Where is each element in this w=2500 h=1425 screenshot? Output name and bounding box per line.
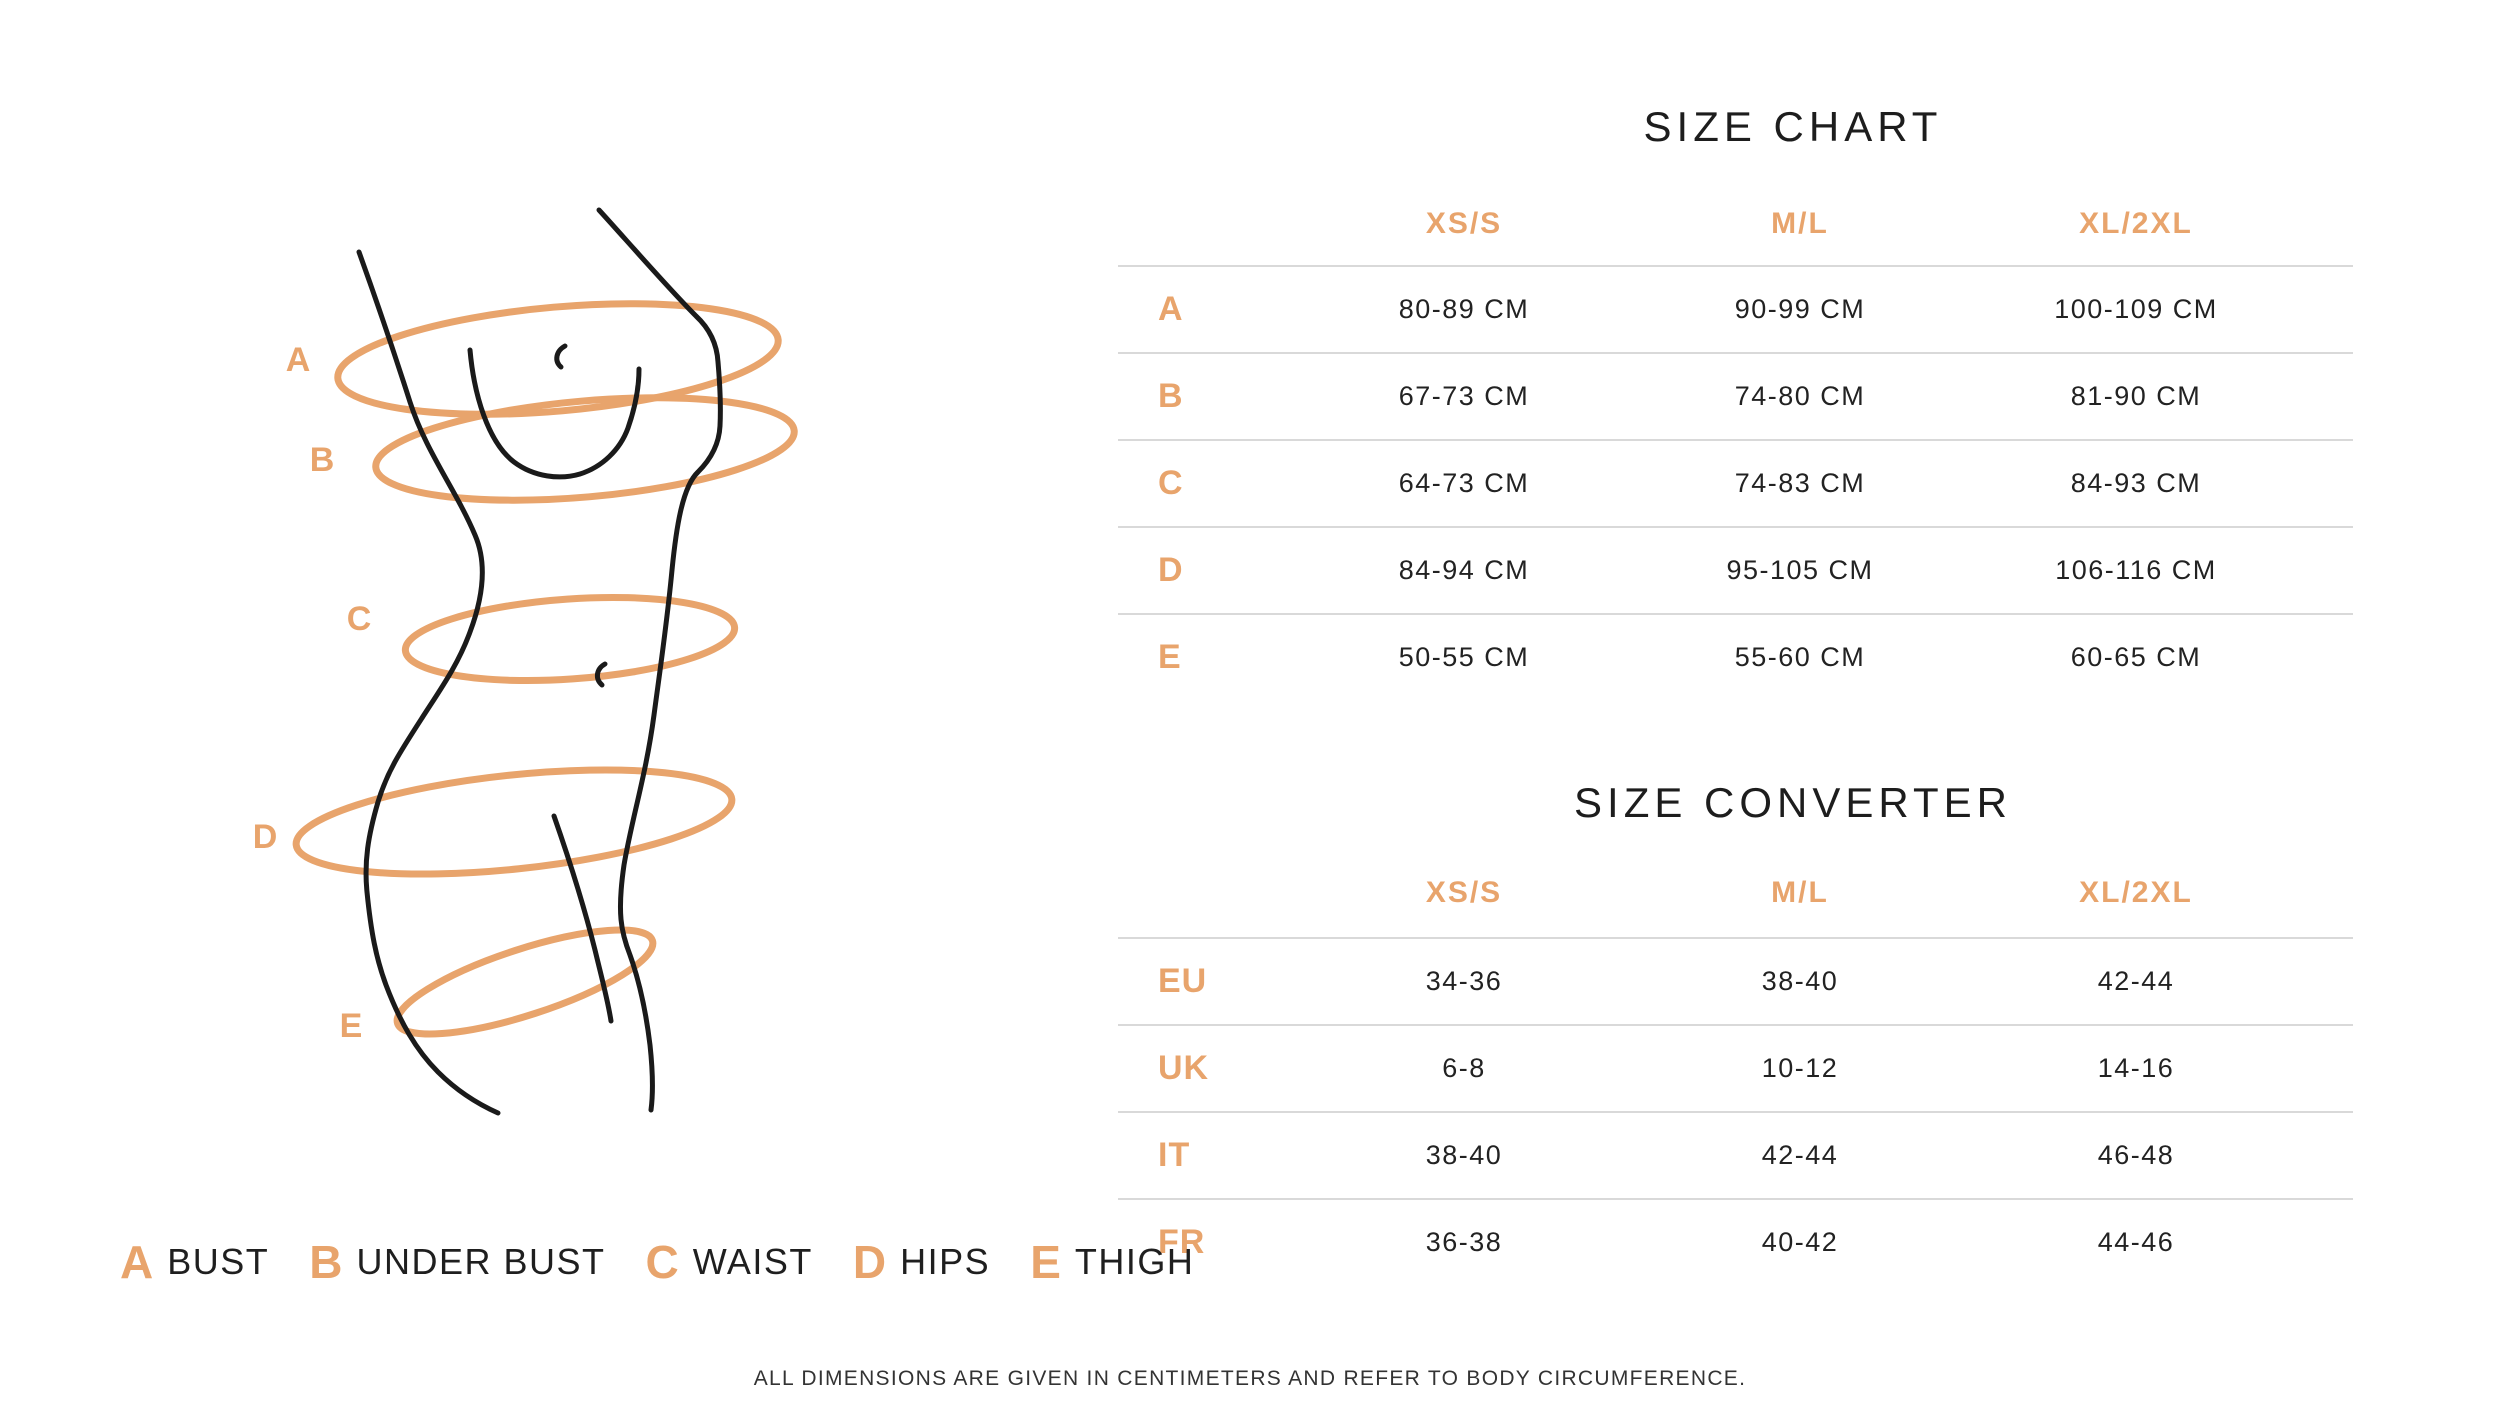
size-cell: 38-40	[1425, 1140, 1503, 1170]
size-cell: 42-44	[1761, 1140, 1839, 1170]
figure-label-waist: C	[347, 600, 372, 638]
row-label: UK	[1158, 1049, 1210, 1087]
legend-item-waist: C WAIST	[646, 1239, 813, 1285]
row-label: EU	[1158, 962, 1208, 1000]
column-header-xl-2xl: XL/2XL	[2079, 875, 2193, 909]
size-cell: 10-12	[1761, 1053, 1839, 1083]
legend-label: THIGH	[1074, 1241, 1195, 1282]
row-label: B	[1158, 377, 1184, 415]
legend-letter: C	[645, 1236, 679, 1288]
size-cell: 60-65 CM	[2070, 642, 2202, 672]
figure-label-thigh: E	[340, 1007, 363, 1045]
size-cell: 38-40	[1761, 966, 1839, 996]
back-outline	[356, 249, 501, 1116]
size-cell: 84-93 CM	[2070, 468, 2202, 498]
column-header-m-l: M/L	[1771, 206, 1829, 240]
size-converter-title: SIZE CONVERTER	[1574, 779, 2012, 826]
nipple-mark	[554, 343, 568, 370]
table-row-e: E 50-55 CM 55-60 CM 60-65 CM	[1118, 613, 2353, 700]
size-cell: 40-42	[1761, 1227, 1839, 1257]
row-label: C	[1158, 464, 1184, 502]
legend-item-underbust: B UNDER BUST	[309, 1239, 605, 1285]
size-cell: 81-90 CM	[2070, 381, 2202, 411]
size-cell: 6-8	[1442, 1053, 1486, 1083]
legend-label: BUST	[167, 1241, 270, 1282]
size-cell: 100-109 CM	[2054, 294, 2218, 324]
underbust-ellipse	[372, 394, 798, 504]
table-row-it: IT 38-40 42-44 46-48	[1118, 1111, 2353, 1198]
size-converter-table: XS/S M/L XL/2XL EU 34-36 38-40 42-44 UK …	[1118, 848, 2353, 1285]
dimensions-footnote: ALL DIMENSIONS ARE GIVEN IN CENTIMETERS …	[753, 1367, 1747, 1390]
breast-outline	[467, 347, 642, 480]
size-cell: 67-73 CM	[1398, 381, 1530, 411]
legend-letter: D	[852, 1236, 887, 1288]
figure-letters: A B C D E	[253, 341, 372, 1045]
figure-label-hips: D	[253, 818, 278, 856]
legend-label: UNDER BUST	[356, 1241, 606, 1282]
size-cell: 64-73 CM	[1398, 468, 1530, 498]
size-cell: 34-36	[1425, 966, 1503, 996]
body-outline	[356, 207, 723, 1116]
legend-letter: A	[120, 1236, 154, 1288]
legend-label: WAIST	[692, 1241, 813, 1282]
legend-label: HIPS	[900, 1241, 991, 1282]
legend-letter: B	[309, 1236, 343, 1288]
size-cell: 50-55 CM	[1398, 642, 1530, 672]
column-header-xs-s: XS/S	[1425, 206, 1503, 240]
size-chart-header-row: XS/S M/L XL/2XL	[1118, 182, 2353, 265]
table-row-a: A 80-89 CM 90-99 CM 100-109 CM	[1118, 265, 2353, 352]
hips-ellipse	[292, 766, 736, 878]
size-chart-title: SIZE CHART	[1643, 103, 1943, 150]
size-cell: 95-105 CM	[1726, 555, 1874, 585]
row-label: IT	[1158, 1136, 1191, 1174]
measurement-legend: A BUST B UNDER BUST C WAIST D HIPS E THI…	[120, 1238, 1194, 1286]
size-cell: 36-38	[1425, 1227, 1503, 1257]
figure-label-underbust: B	[310, 441, 335, 479]
row-label: D	[1158, 551, 1184, 589]
column-header-m-l: M/L	[1771, 875, 1829, 909]
table-row-c: C 64-73 CM 74-83 CM 84-93 CM	[1118, 439, 2353, 526]
legend-letter: E	[1030, 1236, 1061, 1288]
size-cell: 80-89 CM	[1398, 294, 1530, 324]
front-outline	[596, 207, 723, 1113]
size-cell: 74-80 CM	[1734, 381, 1866, 411]
size-cell: 55-60 CM	[1734, 642, 1866, 672]
measurement-ellipses	[292, 300, 798, 1038]
table-row-d: D 84-94 CM 95-105 CM 106-116 CM	[1118, 526, 2353, 613]
size-cell: 14-16	[2097, 1053, 2175, 1083]
size-cell: 84-94 CM	[1398, 555, 1530, 585]
legend-item-thigh: E THIGH	[1030, 1239, 1194, 1285]
column-header-xs-s: XS/S	[1425, 875, 1503, 909]
inner-thigh-line	[551, 813, 614, 1024]
table-row-eu: EU 34-36 38-40 42-44	[1118, 937, 2353, 1024]
bust-ellipse	[334, 300, 782, 418]
thigh-ellipse	[393, 926, 657, 1038]
size-converter-header-row: XS/S M/L XL/2XL	[1118, 848, 2353, 937]
size-cell: 44-46	[2097, 1227, 2175, 1257]
size-cell: 90-99 CM	[1734, 294, 1866, 324]
size-chart-table: XS/S M/L XL/2XL A 80-89 CM 90-99 CM 100-…	[1118, 182, 2353, 700]
waist-ellipse	[401, 593, 739, 685]
body-measurement-figure: A B C D E	[253, 207, 798, 1116]
row-label: A	[1158, 290, 1184, 328]
table-row-uk: UK 6-8 10-12 14-16	[1118, 1024, 2353, 1111]
navel-mark	[595, 661, 608, 688]
size-cell: 106-116 CM	[2055, 555, 2217, 585]
row-label: E	[1158, 638, 1182, 676]
column-header-xl-2xl: XL/2XL	[2079, 206, 2193, 240]
row-label: FR	[1158, 1223, 1206, 1261]
table-row-fr: FR 36-38 40-42 44-46	[1118, 1198, 2353, 1285]
figure-label-bust: A	[286, 341, 311, 379]
table-row-b: B 67-73 CM 74-80 CM 81-90 CM	[1118, 352, 2353, 439]
size-cell: 42-44	[2097, 966, 2175, 996]
size-cell: 74-83 CM	[1734, 468, 1866, 498]
legend-item-hips: D HIPS	[853, 1239, 990, 1285]
size-cell: 46-48	[2097, 1140, 2175, 1170]
legend-item-bust: A BUST	[120, 1239, 269, 1285]
